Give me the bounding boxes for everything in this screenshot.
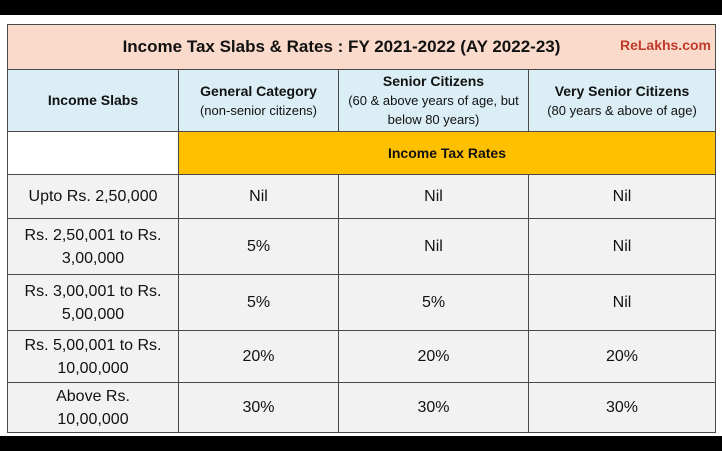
slab-cell: Upto Rs. 2,50,000 bbox=[7, 174, 179, 219]
header-general-title: General Category bbox=[200, 82, 317, 99]
senior-rate-cell: Nil bbox=[338, 174, 529, 219]
header-general-sub: (non-senior citizens) bbox=[199, 102, 318, 118]
header-row: Income Slabs General Category (non-senio… bbox=[7, 69, 716, 132]
table-row: Upto Rs. 2,50,000 Nil Nil Nil bbox=[7, 174, 716, 219]
title-cell: Income Tax Slabs & Rates : FY 2021-2022 … bbox=[7, 24, 716, 70]
header-very-senior-title: Very Senior Citizens bbox=[554, 82, 690, 99]
general-rate-cell: 20% bbox=[178, 330, 339, 383]
slab-cell: Rs. 2,50,001 to Rs. 3,00,000 bbox=[7, 218, 179, 275]
very-senior-rate-cell: Nil bbox=[528, 174, 716, 219]
header-income-slabs: Income Slabs bbox=[7, 69, 179, 132]
header-senior-citizens: Senior Citizens (60 & above years of age… bbox=[338, 69, 529, 132]
general-rate-cell: 5% bbox=[178, 218, 339, 275]
tax-sheet: Income Tax Slabs & Rates : FY 2021-2022 … bbox=[0, 15, 722, 436]
table-row: Rs. 2,50,001 to Rs. 3,00,000 5% Nil Nil bbox=[7, 218, 716, 275]
header-very-senior-sub: (80 years & above of age) bbox=[547, 102, 697, 118]
header-very-senior-citizens: Very Senior Citizens (80 years & above o… bbox=[528, 69, 716, 132]
slab-cell: Rs. 5,00,001 to Rs. 10,00,000 bbox=[7, 330, 179, 383]
income-tax-rates-label: Income Tax Rates bbox=[178, 131, 716, 175]
table-row: Above Rs. 10,00,000 30% 30% 30% bbox=[7, 382, 716, 433]
header-senior-title: Senior Citizens bbox=[382, 73, 485, 89]
very-senior-rate-cell: 20% bbox=[528, 330, 716, 383]
general-rate-cell: 5% bbox=[178, 274, 339, 331]
very-senior-rate-cell: 30% bbox=[528, 382, 716, 433]
senior-rate-cell: Nil bbox=[338, 218, 529, 275]
slab-cell: Above Rs. 10,00,000 bbox=[7, 382, 179, 433]
table-row: Rs. 3,00,001 to Rs. 5,00,000 5% 5% Nil bbox=[7, 274, 716, 331]
senior-rate-cell: 20% bbox=[338, 330, 529, 383]
very-senior-rate-cell: Nil bbox=[528, 218, 716, 275]
header-senior-sub: (60 & above years of age, but below 80 y… bbox=[348, 93, 519, 127]
tax-slab-table: Income Tax Slabs & Rates : FY 2021-2022 … bbox=[7, 24, 716, 433]
blank-cell bbox=[7, 131, 179, 175]
very-senior-rate-cell: Nil bbox=[528, 274, 716, 331]
header-general-category: General Category (non-senior citizens) bbox=[178, 69, 339, 132]
table-title: Income Tax Slabs & Rates : FY 2021-2022 … bbox=[122, 37, 561, 56]
brand-watermark: ReLakhs.com bbox=[619, 37, 711, 53]
senior-rate-cell: 5% bbox=[338, 274, 529, 331]
senior-rate-cell: 30% bbox=[338, 382, 529, 433]
table-row: Rs. 5,00,001 to Rs. 10,00,000 20% 20% 20… bbox=[7, 330, 716, 383]
general-rate-cell: 30% bbox=[178, 382, 339, 433]
rates-label-row: Income Tax Rates bbox=[7, 131, 716, 175]
slab-cell: Rs. 3,00,001 to Rs. 5,00,000 bbox=[7, 274, 179, 331]
header-income-slabs-label: Income Slabs bbox=[47, 92, 139, 108]
general-rate-cell: Nil bbox=[178, 174, 339, 219]
title-row: Income Tax Slabs & Rates : FY 2021-2022 … bbox=[7, 24, 716, 70]
